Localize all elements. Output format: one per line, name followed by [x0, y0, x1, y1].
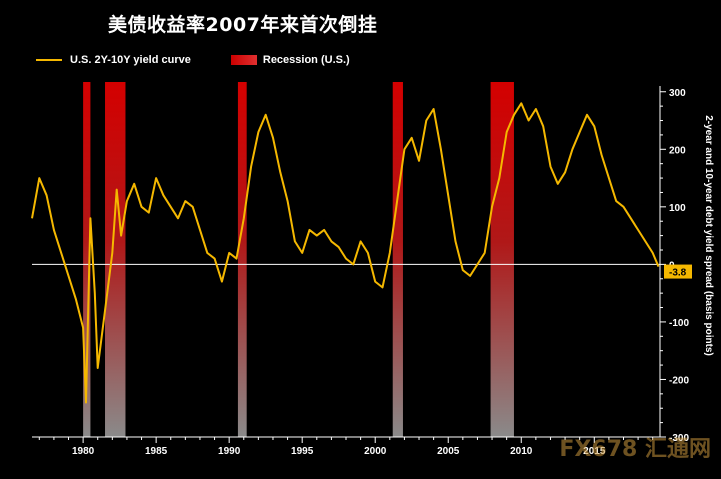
- x-tick-label: 2010: [510, 446, 533, 457]
- x-tick-label: 2015: [583, 446, 606, 457]
- watermark: FX678 汇通网: [559, 437, 711, 462]
- last-value-box: [664, 264, 692, 279]
- x-tick-label: 1990: [218, 446, 241, 457]
- recession-band: [237, 82, 247, 437]
- recession-band: [392, 82, 403, 437]
- x-tick-label: 1985: [145, 446, 168, 457]
- legend: U.S. 2Y-10Y yield curve Recession (U.S.): [36, 54, 390, 66]
- y-axis: -300-200-1000100200300: [659, 86, 689, 444]
- legend-line-swatch: [36, 59, 62, 61]
- last-value-annotation: -3.8: [664, 264, 692, 279]
- y-tick-label: -300: [669, 433, 689, 444]
- legend-item-recession: Recession (U.S.): [230, 54, 350, 66]
- legend-item-yield: U.S. 2Y-10Y yield curve: [36, 54, 191, 66]
- recession-band: [490, 82, 514, 437]
- y-tick-label: 200: [669, 145, 686, 156]
- x-tick-label: 2000: [364, 446, 387, 457]
- yield-curve-line: [31, 102, 660, 404]
- recession-bands: [83, 82, 514, 437]
- last-value-label: -3.8: [669, 268, 687, 279]
- y-tick-label: -200: [669, 375, 689, 386]
- y-axis-label: 2-year and 10-year debt yield spread (ba…: [703, 115, 714, 356]
- x-tick-label: 2005: [437, 446, 460, 457]
- legend-label-recession: Recession (U.S.): [262, 54, 350, 66]
- x-tick-label: 1995: [291, 446, 314, 457]
- x-tick-label: 1980: [72, 446, 95, 457]
- legend-label-yield: U.S. 2Y-10Y yield curve: [70, 54, 191, 66]
- y-tick-label: 300: [669, 88, 686, 99]
- y-tick-label: -100: [669, 318, 689, 329]
- legend-recession-swatch: [230, 55, 257, 65]
- y-tick-label: 100: [669, 203, 686, 214]
- recession-band: [83, 82, 91, 437]
- recession-band: [105, 82, 126, 437]
- chart-title: 美债收益率2007年来首次倒挂: [108, 14, 378, 36]
- x-axis: 1980 1985 1990 1995 2000 2005 2010 2015: [32, 436, 660, 457]
